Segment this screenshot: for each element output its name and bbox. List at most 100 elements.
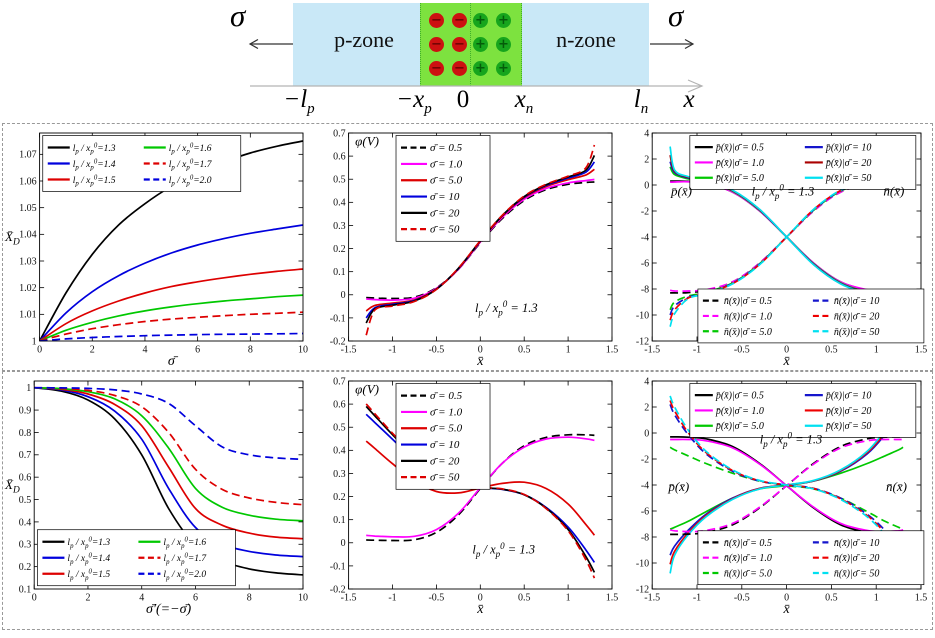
- svg-text:0.6: 0.6: [19, 473, 32, 484]
- svg-text:-0.2: -0.2: [330, 336, 346, 347]
- svg-text:p̄(x̄)|σ̄ = 5.0: p̄(x̄)|σ̄ = 5.0: [715, 173, 764, 184]
- svg-text:4: 4: [142, 345, 147, 356]
- svg-text:1.5: 1.5: [606, 593, 619, 604]
- svg-text:lp / xp0 = 1.3: lp / xp0 = 1.3: [475, 299, 538, 317]
- svg-text:0: 0: [644, 180, 649, 191]
- svg-text:0.3: 0.3: [333, 221, 346, 232]
- panel-phi-vs-x-reverse-chart: -1.5 -1 -0.5 0 0.5 1 1.5 -0.2 -0.1 0 0.1 0.2 0.3 0.4 0…: [330, 376, 619, 616]
- svg-text:0.5: 0.5: [825, 345, 838, 356]
- svg-text:0: 0: [37, 345, 42, 356]
- svg-text:8: 8: [248, 345, 253, 356]
- svg-text:p̄(x̄)|σ̄ = 5.0: p̄(x̄)|σ̄ = 5.0: [715, 421, 764, 432]
- svg-text:n̄(x̄)|σ̄ = 5.0: n̄(x̄)|σ̄ = 5.0: [724, 569, 772, 580]
- svg-text:0.9: 0.9: [19, 405, 32, 416]
- positive-charge-icon: +: [473, 13, 488, 28]
- svg-text:0.4: 0.4: [19, 517, 32, 528]
- panel-phi-vs-x-forward-chart: -1.5 -1 -0.5 0 0.5 1 1.5 -0.2 -0.1 0 0.1 0.2 0.3 0.4 0…: [330, 128, 619, 368]
- svg-text:x̄: x̄: [782, 354, 790, 368]
- svg-text:lp / xp0=2.0: lp / xp0=2.0: [163, 569, 206, 582]
- svg-text:0.8: 0.8: [19, 428, 32, 439]
- svg-text:2: 2: [90, 345, 95, 356]
- svg-text:0: 0: [478, 345, 483, 356]
- svg-text:2: 2: [644, 154, 649, 165]
- panel-pn-vs-x-reverse-chart: -1.5 -1 -0.5 0 0.5 1 1.5 -12 -10 -8 -6 -4 -2 0 2 4 p̄(x̄…: [636, 376, 927, 616]
- svg-text:p̄(x̄)|σ̄ = 1.0: p̄(x̄)|σ̄ = 1.0: [715, 406, 764, 417]
- svg-text:σ̄ = 1.0: σ̄ = 1.0: [430, 406, 463, 418]
- svg-text:σ̄ = 5.0: σ̄ = 5.0: [430, 423, 463, 435]
- svg-text:1.01: 1.01: [19, 310, 37, 321]
- svg-text:1.05: 1.05: [19, 203, 37, 214]
- diagram-arrows: [248, 38, 704, 93]
- bottom-row-figure-box: 0 2 4 6 8 10 0.1 0.2 0.3 0.4 0.5 0.6 0.7 0.8 0.9 1 lp / …: [2, 371, 933, 630]
- positive-charge-icon: +: [496, 37, 511, 52]
- x-axis-arrowhead-icon: [687, 79, 704, 93]
- svg-text:4: 4: [644, 128, 649, 139]
- svg-text:0.6: 0.6: [333, 152, 346, 163]
- sigma-right-arrowhead-icon: [684, 38, 695, 50]
- svg-text:n̄(x̄)|σ̄ = 20: n̄(x̄)|σ̄ = 20: [834, 311, 880, 322]
- svg-text:-0.1: -0.1: [330, 561, 346, 572]
- svg-text:8: 8: [247, 593, 252, 604]
- svg-text:x̄: x̄: [782, 602, 790, 616]
- svg-text:0.2: 0.2: [333, 244, 346, 255]
- negative-charge-icon: −: [452, 61, 467, 76]
- svg-text:n̄(x̄)|σ̄ = 1.0: n̄(x̄)|σ̄ = 1.0: [724, 311, 772, 322]
- svg-text:-1.5: -1.5: [644, 345, 660, 356]
- p-zone-label: p-zone: [334, 27, 394, 52]
- svg-text:X̄D: X̄D: [4, 477, 20, 496]
- svg-text:-2: -2: [641, 454, 649, 465]
- panel-xd-vs-sigma-forward-chart: 0 2 4 6 8 10 1 1.01 1.02 1.03 1.04 1.05 1.06 1.07 lp /…: [4, 132, 308, 368]
- svg-text:lp / xp0=1.3: lp / xp0=1.3: [73, 142, 116, 155]
- junction-center-line: [470, 3, 471, 86]
- axis-label-minus-lp: −lp: [283, 86, 315, 117]
- svg-text:0: 0: [784, 593, 789, 604]
- svg-text:2: 2: [85, 593, 90, 604]
- svg-text:-6: -6: [641, 258, 649, 269]
- svg-text:1: 1: [566, 593, 571, 604]
- svg-text:0: 0: [784, 345, 789, 356]
- svg-text:-1.5: -1.5: [341, 345, 357, 356]
- n-zone-label: n-zone: [556, 27, 616, 52]
- svg-text:x̄: x̄: [476, 354, 484, 368]
- negative-charge-icon: −: [429, 61, 444, 76]
- svg-text:1.5: 1.5: [606, 345, 619, 356]
- axis-label-minus-xp: −xp: [396, 86, 432, 117]
- svg-text:n̄(x̄)|σ̄ = 0.5: n̄(x̄)|σ̄ = 0.5: [724, 296, 772, 307]
- sigma-left-arrowhead-icon: [248, 38, 259, 50]
- svg-text:lp / xp0 = 1.3: lp / xp0 = 1.3: [760, 431, 823, 449]
- svg-text:6: 6: [195, 345, 200, 356]
- svg-text:lp / xp0=1.7: lp / xp0=1.7: [169, 158, 213, 171]
- svg-text:-0.5: -0.5: [734, 345, 750, 356]
- svg-text:lp / xp0=1.4: lp / xp0=1.4: [73, 158, 116, 171]
- svg-text:φ(V): φ(V): [355, 133, 379, 148]
- svg-text:-0.5: -0.5: [428, 345, 444, 356]
- svg-text:-0.2: -0.2: [330, 584, 346, 595]
- svg-text:0: 0: [341, 538, 346, 549]
- svg-text:lp / xp0=1.6: lp / xp0=1.6: [163, 537, 206, 550]
- svg-text:0.6: 0.6: [333, 400, 346, 411]
- svg-text:lp / xp0=1.3: lp / xp0=1.3: [67, 537, 110, 550]
- svg-text:p̄(x̄)|σ̄ = 50: p̄(x̄)|σ̄ = 50: [825, 173, 872, 184]
- svg-text:n̄(x̄)|σ̄ = 5.0: n̄(x̄)|σ̄ = 5.0: [724, 327, 772, 338]
- svg-text:-12: -12: [636, 584, 649, 595]
- svg-text:p̄(x̄)|σ̄ = 0.5: p̄(x̄)|σ̄ = 0.5: [715, 143, 764, 154]
- svg-text:x̄: x̄: [476, 602, 484, 616]
- svg-text:n̄(x̄)|σ̄ = 1.0: n̄(x̄)|σ̄ = 1.0: [724, 553, 772, 564]
- svg-text:p̄(x̄)|σ̄ = 0.5: p̄(x̄)|σ̄ = 0.5: [715, 391, 764, 402]
- svg-text:lp / xp0 = 1.3: lp / xp0 = 1.3: [752, 183, 815, 201]
- svg-text:-10: -10: [636, 310, 649, 321]
- top-row-figure-box: 0 2 4 6 8 10 1 1.01 1.02 1.03 1.04 1.05 1.06 1.07 lp /…: [2, 123, 933, 371]
- svg-text:n̄(x̄)|σ̄ = 50: n̄(x̄)|σ̄ = 50: [834, 327, 880, 338]
- svg-text:4: 4: [139, 593, 144, 604]
- svg-text:1.02: 1.02: [19, 283, 37, 294]
- svg-text:-10: -10: [636, 558, 649, 569]
- svg-text:0.5: 0.5: [518, 593, 531, 604]
- svg-text:6: 6: [193, 593, 198, 604]
- svg-text:0.4: 0.4: [333, 198, 346, 209]
- positive-charge-icon: +: [473, 61, 488, 76]
- panel-xd-vs-sigma-reverse-chart: 0 2 4 6 8 10 0.1 0.2 0.3 0.4 0.5 0.6 0.7 0.8 0.9 1 lp / …: [4, 380, 308, 616]
- svg-text:-4: -4: [641, 480, 649, 491]
- svg-text:p̄(x̄): p̄(x̄): [667, 479, 689, 494]
- svg-text:-8: -8: [641, 532, 649, 543]
- negative-charge-icon: −: [452, 13, 467, 28]
